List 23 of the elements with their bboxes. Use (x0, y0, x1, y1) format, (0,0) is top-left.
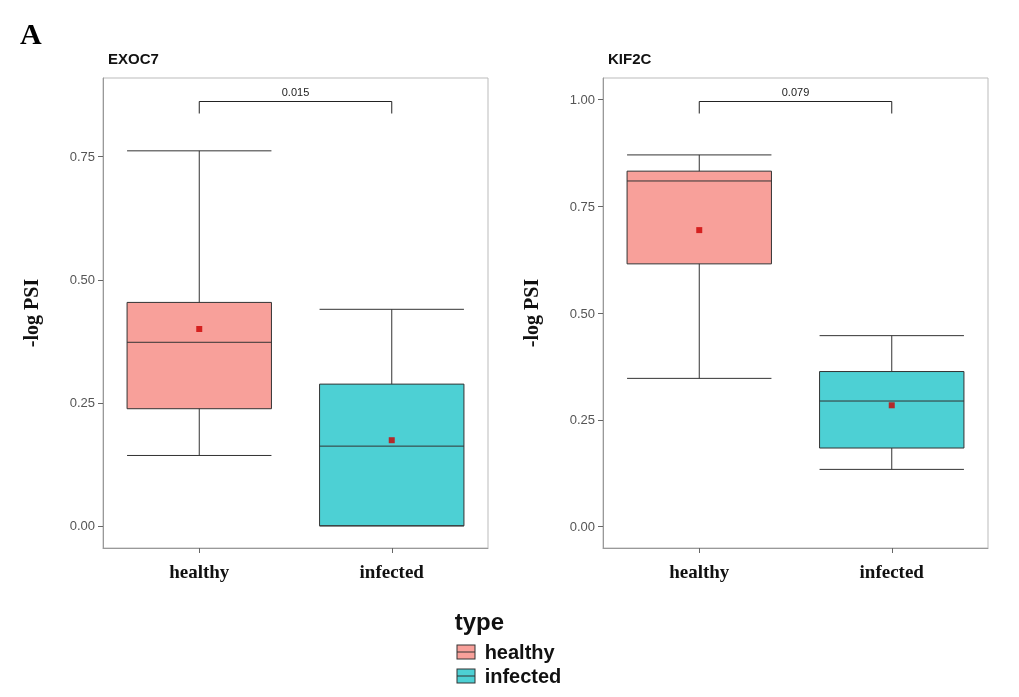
chart-title: EXOC7 (108, 50, 159, 67)
y-tick-label: 0.75 (569, 198, 595, 214)
annotation: 0.079 (781, 86, 810, 98)
x-tick-label: infected (359, 561, 425, 582)
y-tick-label: 0.25 (569, 412, 595, 428)
y-axis-title: -log PSI (520, 278, 543, 348)
annotation: 0.015 (281, 86, 310, 98)
text: A (20, 16, 42, 50)
y-tick-label: 1.00 (569, 91, 595, 107)
x-tick-label: infected (859, 561, 925, 582)
y-tick-label: 0.50 (569, 305, 595, 321)
y-tick-label: 0.75 (69, 149, 95, 165)
legend-title: type (454, 608, 505, 636)
y-tick-label: 0.50 (69, 272, 95, 288)
legend-label: healthy (484, 640, 555, 664)
chart-title: KIF2C (608, 50, 652, 67)
y-tick-label: 0.00 (69, 518, 95, 534)
y-axis-title: -log PSI (20, 278, 43, 348)
y-tick-label: 0.25 (69, 395, 95, 411)
x-tick-label: healthy (169, 561, 230, 582)
x-tick-label: healthy (669, 561, 730, 582)
legend-label: infected (484, 664, 562, 688)
y-tick-label: 0.00 (569, 519, 595, 535)
